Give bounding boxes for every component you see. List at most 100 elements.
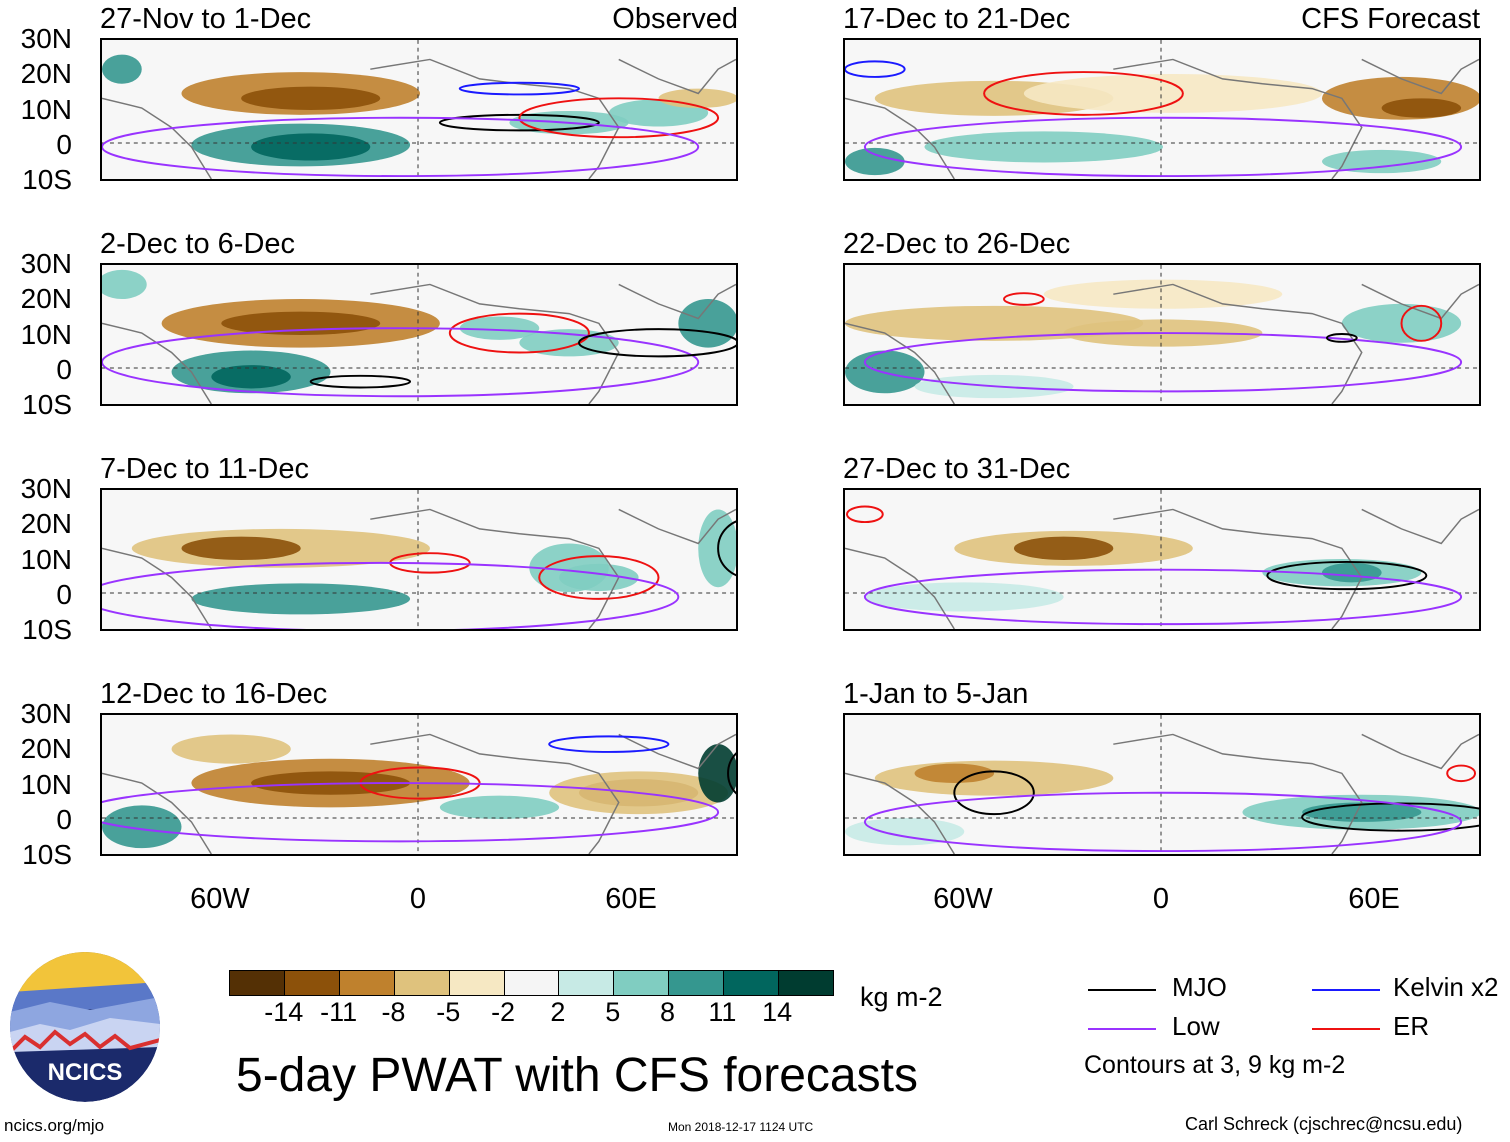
coastline bbox=[102, 322, 212, 404]
coastline bbox=[618, 733, 736, 770]
pwat-anomaly-region bbox=[845, 147, 905, 176]
colorbar-tick-label: 11 bbox=[708, 997, 737, 1027]
pwat-anomaly-region bbox=[874, 760, 1114, 796]
lat-label: 0 bbox=[56, 354, 72, 385]
contour-low bbox=[102, 561, 680, 629]
pwat-anomaly-region bbox=[914, 763, 995, 784]
pwat-anomaly-region bbox=[181, 536, 301, 560]
map-panel-fc-1 bbox=[843, 38, 1481, 181]
colorbar-tick-label: 8 bbox=[660, 997, 676, 1027]
legend-label-low: Low bbox=[1172, 1011, 1220, 1041]
coastline bbox=[845, 772, 955, 854]
colorbar-swatch bbox=[449, 971, 505, 995]
lat-label: 20N bbox=[20, 508, 72, 539]
lat-label: 10N bbox=[20, 94, 72, 125]
panel-title-fc-3: 27-Dec to 31-Dec bbox=[843, 453, 1071, 485]
pwat-anomaly-region bbox=[102, 269, 147, 300]
panel-title-fc-2: 22-Dec to 26-Dec bbox=[843, 228, 1071, 260]
pwat-anomaly-region bbox=[1013, 536, 1114, 560]
colorbar-swatch bbox=[339, 971, 395, 995]
pwat-anomaly-region bbox=[698, 744, 736, 803]
ncics-logo: NCICS bbox=[10, 952, 160, 1102]
lat-label: 0 bbox=[56, 579, 72, 610]
contour-kelvin bbox=[458, 81, 580, 96]
colorbar-swatch bbox=[779, 971, 833, 995]
colorbar-tick-label: -14 bbox=[264, 997, 304, 1027]
coastline bbox=[618, 58, 736, 95]
colorbar-tick-label: -8 bbox=[381, 997, 406, 1027]
lat-label: 20N bbox=[20, 58, 72, 89]
legend-line-mjo bbox=[1088, 989, 1156, 991]
colorbar-swatch bbox=[230, 971, 285, 995]
legend-line-er bbox=[1312, 1028, 1380, 1030]
legend-label-kelvin: Kelvin x2 bbox=[1393, 972, 1499, 1002]
contour-er bbox=[1446, 764, 1477, 783]
panel-title-obs-2: 2-Dec to 6-Dec bbox=[100, 228, 296, 260]
colorbar-swatch bbox=[724, 971, 780, 995]
coastline bbox=[1361, 733, 1479, 770]
pwat-anomaly-region bbox=[924, 131, 1163, 163]
pwat-anomaly-region bbox=[171, 734, 291, 764]
footer-author: Carl Schreck (cjschrec@ncsu.edu) bbox=[1185, 1114, 1463, 1134]
lat-label: 10N bbox=[20, 769, 72, 800]
contour-kelvin bbox=[845, 60, 906, 78]
map-panel-fc-2 bbox=[843, 263, 1481, 406]
colorbar-tick-label: -5 bbox=[436, 997, 461, 1027]
colorbar-swatch bbox=[284, 971, 340, 995]
pwat-anomaly-region bbox=[459, 316, 540, 340]
lat-label: 10S bbox=[22, 614, 72, 645]
contour-mjo bbox=[1266, 560, 1428, 591]
coastline bbox=[845, 547, 955, 629]
lat-label: 0 bbox=[56, 804, 72, 835]
colorbar-swatch bbox=[614, 971, 670, 995]
contour-mjo bbox=[953, 770, 1035, 816]
contour-er bbox=[518, 97, 720, 139]
coastline bbox=[102, 97, 212, 179]
map-fc-2-svg bbox=[845, 265, 1479, 404]
contour-er bbox=[1003, 292, 1045, 306]
pwat-anomaly-region bbox=[1381, 98, 1462, 118]
pwat-anomaly-region bbox=[221, 311, 381, 335]
pwat-anomaly-region bbox=[251, 133, 371, 161]
map-panel-obs-4 bbox=[100, 713, 738, 856]
map-fc-3-svg bbox=[845, 490, 1479, 629]
contour-mjo bbox=[309, 374, 412, 389]
pwat-anomaly-region bbox=[1321, 562, 1382, 583]
contour-kelvin bbox=[548, 735, 670, 753]
map-panel-obs-2 bbox=[100, 263, 738, 406]
colorbar-tick-label: 14 bbox=[762, 997, 793, 1027]
legend-line-kelvin bbox=[1312, 989, 1380, 991]
contour-low bbox=[102, 782, 720, 843]
lat-label: 10N bbox=[20, 544, 72, 575]
coastline bbox=[1113, 58, 1363, 179]
colorbar-tick-label: -2 bbox=[491, 997, 516, 1027]
lon-label-60w-right: 60W bbox=[933, 883, 993, 915]
footer-website[interactable]: ncics.org/mjo bbox=[4, 1116, 105, 1135]
logo-text: NCICS bbox=[48, 1059, 123, 1086]
pwat-anomaly-region bbox=[864, 582, 1064, 612]
contour-low bbox=[863, 568, 1463, 626]
coastline bbox=[370, 733, 620, 854]
coastline bbox=[370, 508, 620, 629]
panel-title-fc-1: 17-Dec to 21-Dec bbox=[843, 3, 1071, 35]
map-fc-1-svg bbox=[845, 40, 1479, 179]
lat-label: 10S bbox=[22, 164, 72, 195]
main-title: 5-day PWAT with CFS forecasts bbox=[236, 1049, 918, 1102]
coastline bbox=[1361, 508, 1479, 545]
pwat-anomaly-region bbox=[439, 795, 560, 820]
map-panel-obs-1 bbox=[100, 38, 738, 181]
lon-label-60e-left: 60E bbox=[605, 883, 657, 915]
contour-mjo bbox=[1325, 333, 1358, 343]
coastline bbox=[1113, 283, 1363, 404]
contour-low bbox=[863, 116, 1463, 178]
pwat-anomaly-region bbox=[678, 299, 736, 348]
pwat-anomaly-region bbox=[1023, 74, 1322, 113]
lon-label-60e-right: 60E bbox=[1348, 883, 1400, 915]
lat-label: 30N bbox=[20, 473, 72, 504]
coastline bbox=[370, 58, 620, 179]
legend-label-er: ER bbox=[1393, 1011, 1430, 1041]
colorbar-swatch bbox=[394, 971, 450, 995]
map-panel-obs-3 bbox=[100, 488, 738, 631]
coastline bbox=[102, 547, 212, 629]
coastline bbox=[618, 283, 736, 320]
